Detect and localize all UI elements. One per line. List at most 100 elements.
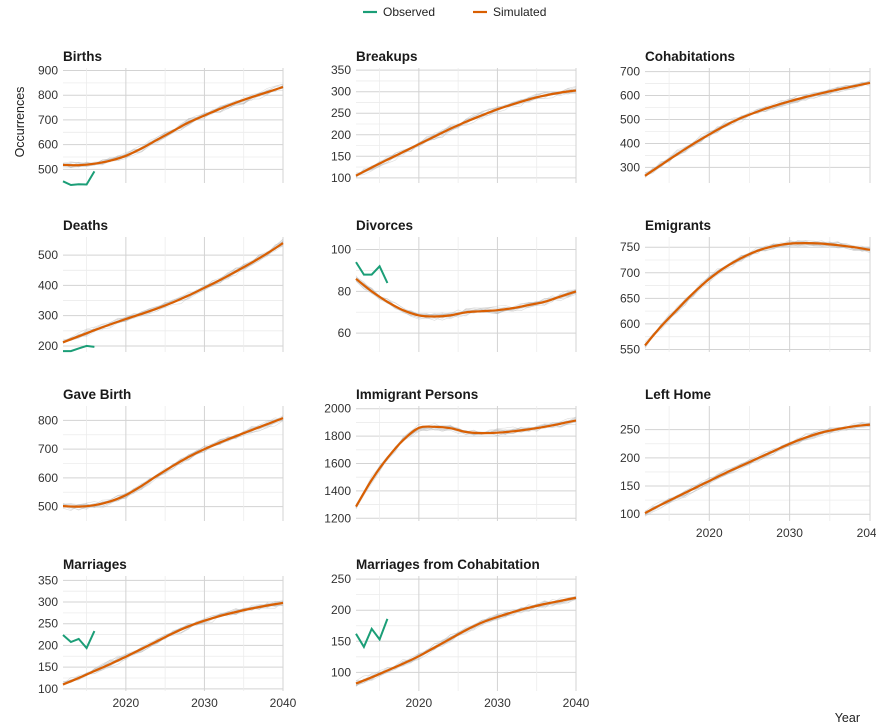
simulated-line <box>355 277 577 318</box>
ensemble-line <box>644 82 871 177</box>
y-tick-label: 250 <box>620 423 640 437</box>
y-axis-label: Occurrences <box>13 87 27 158</box>
y-tick-label: 200 <box>38 638 58 652</box>
ensemble-line <box>355 596 577 687</box>
ensemble-line <box>644 423 871 515</box>
x-tick-label: 2020 <box>696 526 723 540</box>
legend: Observed Simulated <box>363 5 546 19</box>
x-tick-label: 2040 <box>563 696 590 710</box>
ensemble-line <box>644 82 871 177</box>
ensemble-line <box>644 82 871 173</box>
ensemble-line <box>644 426 870 516</box>
panel-title: Left Home <box>645 387 711 402</box>
ensemble-line <box>644 422 871 516</box>
ensemble-line <box>644 83 870 176</box>
simulated-line <box>355 596 577 685</box>
ensemble-line <box>355 279 577 317</box>
y-tick-label: 500 <box>38 248 58 262</box>
y-tick-label: 250 <box>331 106 351 120</box>
panel-title: Breakups <box>356 49 418 64</box>
ensemble-line <box>355 276 577 321</box>
y-tick-label: 150 <box>620 479 640 493</box>
y-tick-label: 250 <box>331 572 351 586</box>
ensemble-line <box>62 245 284 342</box>
ensemble-line <box>644 424 871 515</box>
y-tick-label: 300 <box>38 595 58 609</box>
observed-line <box>62 170 96 187</box>
legend-label-simulated: Simulated <box>493 5 546 19</box>
ensemble-line <box>644 422 871 515</box>
ensemble-line <box>62 245 284 344</box>
observed-line <box>63 344 95 353</box>
panel-title: Immigrant Persons <box>356 387 478 402</box>
simulated-line <box>355 419 577 508</box>
ensemble-line <box>644 240 871 348</box>
ensemble-line <box>62 90 284 168</box>
panel-emigrants: Emigrants 550 600 650 700 750 <box>620 218 871 356</box>
panel-immigrant-persons: Immigrant Persons 1200 1400 1600 1800 2000 <box>324 387 577 525</box>
y-tick-label: 400 <box>38 278 58 292</box>
simulated-line <box>644 241 871 347</box>
ensemble-line <box>62 601 284 686</box>
simulated-line <box>62 417 284 508</box>
y-tick-label: 550 <box>620 342 640 356</box>
ensemble-line <box>644 83 871 174</box>
ensemble-line <box>62 242 284 344</box>
x-tick-label: 2040 <box>857 526 876 540</box>
ensemble-line <box>355 90 577 177</box>
y-tick-label: 600 <box>38 138 58 152</box>
panel-title: Marriages from Cohabitation <box>356 557 540 572</box>
panel-births: Births 500 600 700 800 900 <box>38 49 284 187</box>
panel-title: Gave Birth <box>63 387 131 402</box>
ensemble-line <box>355 91 577 177</box>
y-tick-label: 300 <box>620 160 640 174</box>
simulated-line <box>644 81 871 177</box>
y-tick-label: 100 <box>331 665 351 679</box>
panel-cohabitations: Cohabitations 300 400 500 600 700 <box>620 49 871 183</box>
x-axis-label: Year <box>835 711 860 725</box>
y-tick-label: 250 <box>38 617 58 631</box>
ensemble-line <box>644 239 871 344</box>
panel-marriages-from-cohabitation: Marriages from Cohabitation 100 150 200 250 2… <box>331 557 590 710</box>
ensemble-line <box>355 598 577 687</box>
x-tick-label: 2020 <box>406 696 433 710</box>
x-tick-label: 2020 <box>113 696 140 710</box>
panel-deaths: Deaths 200 300 400 500 <box>38 218 284 353</box>
y-tick-label: 150 <box>38 660 58 674</box>
observed-line <box>355 261 389 284</box>
simulated-line <box>62 242 284 344</box>
observed-line <box>62 630 96 650</box>
ensemble-line <box>355 88 577 176</box>
y-tick-label: 500 <box>38 500 58 514</box>
ensemble-line <box>355 598 577 687</box>
y-tick-label: 300 <box>38 309 58 323</box>
y-tick-label: 60 <box>338 326 352 340</box>
y-tick-label: 500 <box>620 113 640 127</box>
ensemble-line <box>644 242 871 347</box>
ensemble-line <box>62 238 284 343</box>
ensemble-line <box>62 600 284 685</box>
y-tick-label: 1400 <box>324 484 351 498</box>
ensemble-line <box>644 424 871 515</box>
x-tick-label: 2030 <box>776 526 803 540</box>
y-tick-label: 2000 <box>324 402 351 416</box>
y-tick-label: 150 <box>331 634 351 648</box>
ensemble-line <box>644 80 871 174</box>
simulated-line <box>355 89 577 177</box>
y-tick-label: 350 <box>38 573 58 587</box>
y-tick-label: 400 <box>620 136 640 150</box>
ensemble-line <box>644 81 871 179</box>
panel-title: Emigrants <box>645 218 711 233</box>
y-tick-label: 700 <box>620 266 640 280</box>
ensemble-line <box>644 425 871 517</box>
panel-gave-birth: Gave Birth 500 600 700 800 <box>38 387 284 521</box>
ensemble-line <box>644 241 871 345</box>
y-tick-label: 700 <box>38 113 58 127</box>
ensemble-line <box>644 423 871 513</box>
y-tick-label: 200 <box>38 339 58 353</box>
y-tick-label: 600 <box>620 317 640 331</box>
y-tick-label: 800 <box>38 413 58 427</box>
y-tick-label: 200 <box>620 451 640 465</box>
ensemble-line <box>644 242 871 347</box>
